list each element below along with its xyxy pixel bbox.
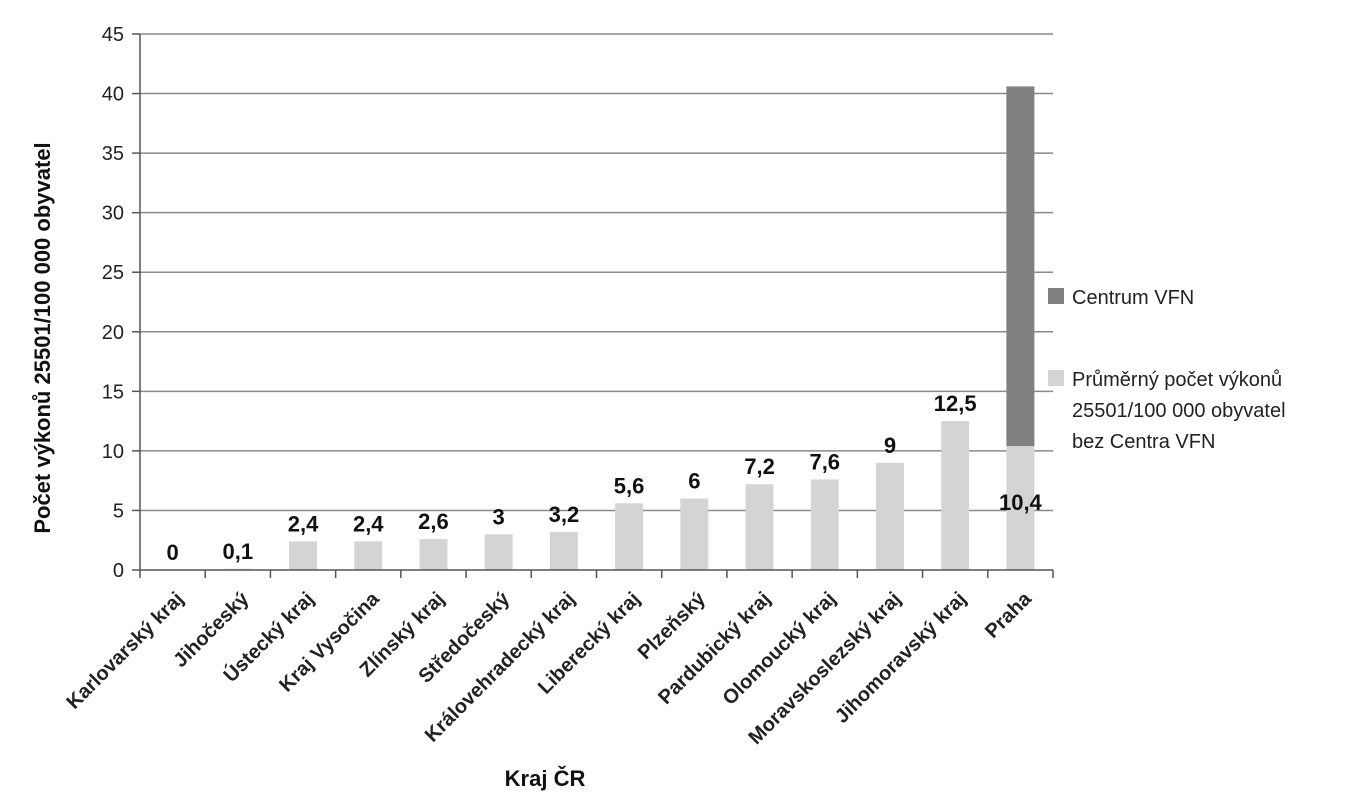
y-tick-label: 40	[102, 84, 124, 106]
bar	[745, 484, 774, 570]
bar	[615, 503, 644, 570]
legend-label: Centrum VFN	[1072, 287, 1194, 309]
category-label: Olomoucký kraj	[719, 588, 841, 710]
y-tick-label: 20	[102, 322, 124, 344]
data-label: 10,4	[999, 490, 1043, 515]
bar	[549, 531, 578, 570]
y-tick-label: 5	[113, 500, 124, 522]
category-label: Pardubický kraj	[654, 588, 775, 709]
y-tick-label: 35	[102, 143, 124, 165]
data-label: 3,2	[549, 502, 580, 527]
y-tick-label: 25	[102, 262, 124, 284]
tick-labels: 0 5 10 15 20 25 30 35 40 45	[102, 24, 124, 582]
bar	[680, 498, 709, 570]
data-label: 7,2	[744, 454, 775, 479]
bar	[875, 462, 904, 570]
legend-label: bez Centra VFN	[1072, 431, 1215, 453]
data-label: 2,4	[288, 511, 319, 536]
legend-label: Průměrný počet výkonů	[1072, 369, 1282, 391]
y-tick-label: 30	[102, 203, 124, 225]
bars	[223, 86, 1035, 570]
y-tick-label: 0	[113, 560, 124, 582]
data-label: 3	[493, 504, 505, 529]
bar	[1006, 446, 1035, 570]
category-label: Karlovarský kraj	[63, 588, 189, 714]
legend: Centrum VFN Průměrný počet výkonů 25501/10…	[1048, 287, 1286, 453]
y-tick-label: 10	[102, 441, 124, 463]
legend-label: 25501/100 000 obyvatel	[1072, 400, 1286, 422]
data-label: 9	[884, 433, 896, 458]
category-label: Praha	[981, 587, 1036, 642]
data-label: 5,6	[614, 473, 645, 498]
category-label: Jihomoravský kraj	[831, 588, 971, 728]
x-axis-title: Kraj ČR	[505, 766, 586, 791]
data-label: 0,1	[223, 539, 254, 564]
y-tick-label: 45	[102, 24, 124, 46]
bar	[289, 541, 318, 570]
bar	[941, 421, 970, 570]
data-label: 0	[166, 540, 178, 565]
data-label: 12,5	[934, 391, 977, 416]
bar	[419, 539, 448, 570]
bar	[484, 534, 513, 570]
bar	[810, 479, 839, 570]
data-labels: 0 0,1 2,4 2,4 2,6 3 3,2 5,6 6 7,2 7,6 9 12,5 10,4	[166, 391, 1042, 565]
y-tick-label: 15	[102, 381, 124, 403]
data-label: 2,6	[418, 509, 449, 534]
data-label: 2,4	[353, 511, 384, 536]
bar	[1006, 86, 1035, 447]
grid-lines	[140, 33, 1053, 512]
y-axis-title: Počet výkonů 25501/100 000 obyvatel	[30, 142, 55, 533]
data-label: 6	[688, 469, 700, 494]
axes	[132, 33, 1054, 578]
bar	[354, 541, 383, 570]
legend-swatch	[1048, 288, 1064, 304]
legend-swatch	[1048, 370, 1064, 386]
data-label: 7,6	[809, 449, 840, 474]
